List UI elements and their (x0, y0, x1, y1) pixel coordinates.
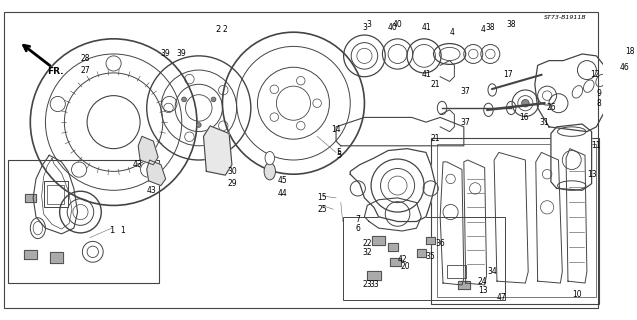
Text: 41: 41 (421, 23, 431, 32)
Text: 3: 3 (367, 20, 371, 29)
Text: 39: 39 (161, 50, 171, 59)
Text: 19: 19 (636, 53, 637, 62)
Text: 32: 32 (362, 248, 372, 257)
Text: 1: 1 (109, 227, 114, 236)
Text: 15: 15 (317, 193, 327, 202)
Text: 34: 34 (487, 267, 497, 276)
Text: 4: 4 (450, 28, 455, 37)
Bar (8, 160, 159, 283)
Text: 1: 1 (120, 227, 125, 236)
Polygon shape (426, 237, 436, 244)
Bar (438, 144, 596, 297)
Text: 26: 26 (546, 103, 555, 112)
Polygon shape (147, 160, 166, 186)
Text: 39: 39 (177, 50, 187, 59)
Text: 30: 30 (227, 167, 237, 176)
Bar (43, 181, 68, 207)
Text: 12: 12 (590, 70, 599, 79)
Polygon shape (551, 124, 592, 190)
Bar (47, 185, 64, 204)
Polygon shape (390, 258, 401, 267)
Text: 28: 28 (80, 54, 90, 63)
Text: 36: 36 (435, 239, 445, 248)
Text: 40: 40 (392, 20, 403, 29)
Polygon shape (458, 281, 469, 289)
Text: 47: 47 (497, 293, 506, 302)
Text: 18: 18 (625, 47, 634, 56)
Text: 20: 20 (400, 261, 410, 270)
Text: 8: 8 (597, 99, 601, 108)
Text: 25: 25 (317, 205, 327, 214)
Text: 21: 21 (431, 80, 440, 89)
Polygon shape (350, 149, 436, 221)
Polygon shape (388, 243, 398, 251)
Text: 6: 6 (355, 224, 361, 233)
Text: FR.: FR. (47, 68, 63, 76)
Text: 31: 31 (540, 118, 549, 127)
Text: 40: 40 (388, 23, 397, 32)
Polygon shape (417, 249, 426, 257)
Polygon shape (203, 126, 232, 175)
Text: 9: 9 (597, 89, 601, 98)
Circle shape (522, 100, 529, 107)
Text: 38: 38 (506, 20, 516, 29)
Text: 2: 2 (223, 25, 227, 34)
Text: 45: 45 (277, 176, 287, 185)
Text: 13: 13 (587, 170, 596, 179)
Text: 5: 5 (336, 151, 341, 160)
Text: 43: 43 (132, 160, 142, 169)
Polygon shape (138, 136, 158, 165)
Ellipse shape (483, 103, 493, 116)
Ellipse shape (488, 84, 496, 96)
Text: 35: 35 (426, 252, 436, 261)
Text: 23: 23 (362, 280, 372, 290)
Text: 46: 46 (620, 63, 629, 72)
Text: 29: 29 (227, 179, 237, 188)
Bar (447, 265, 466, 278)
Text: 3: 3 (362, 23, 367, 32)
Text: 7: 7 (355, 215, 361, 224)
Circle shape (182, 97, 187, 102)
Text: 37: 37 (461, 118, 471, 127)
Text: 4: 4 (480, 25, 485, 34)
Text: 24: 24 (478, 277, 487, 286)
Text: 14: 14 (331, 125, 341, 134)
Text: 13: 13 (478, 286, 487, 295)
Ellipse shape (506, 101, 516, 115)
Text: 22: 22 (362, 239, 372, 248)
Text: 10: 10 (573, 290, 582, 299)
Circle shape (196, 123, 201, 127)
Text: ST73-B1911B: ST73-B1911B (544, 15, 587, 20)
Bar (343, 217, 506, 300)
Text: 21: 21 (431, 134, 440, 143)
Text: 37: 37 (461, 87, 471, 96)
Polygon shape (373, 236, 385, 245)
Text: 11: 11 (592, 141, 601, 150)
Text: 33: 33 (369, 280, 379, 290)
Ellipse shape (265, 151, 275, 165)
Text: 17: 17 (503, 70, 513, 79)
Text: 27: 27 (80, 66, 90, 75)
Text: 2: 2 (215, 25, 220, 34)
Text: 16: 16 (520, 113, 529, 122)
Text: 5: 5 (336, 148, 341, 157)
Bar (431, 138, 599, 304)
Text: 38: 38 (485, 23, 495, 32)
Text: 41: 41 (421, 70, 431, 79)
Polygon shape (25, 194, 36, 202)
Text: 44: 44 (277, 188, 287, 198)
Polygon shape (24, 250, 37, 260)
Text: 42: 42 (397, 255, 407, 264)
Circle shape (211, 97, 216, 102)
Polygon shape (50, 252, 64, 263)
Text: 43: 43 (147, 186, 156, 195)
Ellipse shape (264, 163, 275, 180)
Polygon shape (368, 271, 380, 280)
Ellipse shape (438, 101, 447, 115)
